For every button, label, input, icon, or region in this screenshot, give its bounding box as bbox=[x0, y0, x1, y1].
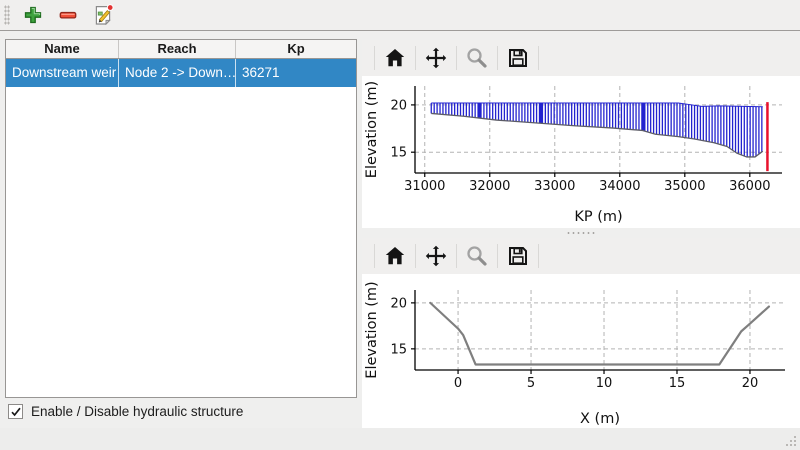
cross-section-chart-toolbar bbox=[362, 238, 800, 274]
svg-text:36000: 36000 bbox=[729, 179, 770, 194]
resize-grip[interactable] bbox=[784, 434, 797, 447]
add-structure-button[interactable] bbox=[18, 2, 48, 28]
table-row-selected[interactable]: Downstream weir Node 2 -> Down… 36271 bbox=[6, 59, 356, 87]
svg-text:35000: 35000 bbox=[664, 179, 705, 194]
home-icon bbox=[385, 49, 405, 67]
splitter-handle[interactable] bbox=[362, 228, 800, 238]
zoom-icon bbox=[467, 48, 487, 68]
save-icon bbox=[509, 49, 527, 67]
chart-svg: 31000 32000 33000 34000 35000 36000 15 20 KP (m)… bbox=[364, 81, 782, 225]
save-icon bbox=[509, 247, 527, 265]
x-axis-label: X (m) bbox=[580, 411, 620, 427]
svg-text:15: 15 bbox=[669, 376, 686, 391]
save-button[interactable] bbox=[502, 241, 534, 271]
edit-structure-button[interactable] bbox=[88, 2, 118, 28]
kp-profile-panel: 31000 32000 33000 34000 35000 36000 15 20 KP (m)… bbox=[362, 40, 800, 228]
tick-labels: 31000 32000 33000 34000 35000 36000 15 20 bbox=[390, 98, 770, 194]
tick-labels: 0 5 10 15 20 15 20 bbox=[390, 296, 758, 391]
zoom-button[interactable] bbox=[461, 241, 493, 271]
svg-text:20: 20 bbox=[742, 376, 759, 391]
cell-name[interactable]: Downstream weir bbox=[6, 59, 119, 87]
pan-button[interactable] bbox=[420, 241, 452, 271]
svg-text:20: 20 bbox=[390, 98, 407, 113]
home-button[interactable] bbox=[379, 43, 411, 73]
splitter-dots-icon bbox=[566, 231, 596, 235]
weir-cross-section bbox=[429, 301, 771, 366]
pan-icon bbox=[425, 245, 447, 267]
enable-structure-checkbox[interactable]: Enable / Disable hydraulic structure bbox=[8, 404, 243, 419]
checkbox-box[interactable] bbox=[8, 404, 23, 419]
toolbar-drag-handle[interactable] bbox=[4, 5, 10, 25]
svg-text:5: 5 bbox=[527, 376, 535, 391]
svg-text:34000: 34000 bbox=[599, 179, 640, 194]
svg-text:20: 20 bbox=[390, 296, 407, 311]
cross-section-chart[interactable]: 0 5 10 15 20 15 20 X (m) Elevation (m) bbox=[362, 274, 800, 430]
svg-text:15: 15 bbox=[390, 342, 407, 357]
svg-text:10: 10 bbox=[596, 376, 613, 391]
chart-svg: 0 5 10 15 20 15 20 X (m) Elevation (m) bbox=[364, 281, 785, 427]
home-button[interactable] bbox=[379, 241, 411, 271]
checkbox-check-icon bbox=[10, 407, 21, 416]
svg-text:0: 0 bbox=[454, 376, 462, 391]
pan-icon bbox=[425, 47, 447, 69]
structures-table: Name Reach Kp Downstream weir Node 2 -> … bbox=[5, 39, 357, 398]
pan-button[interactable] bbox=[420, 43, 452, 73]
status-bar bbox=[0, 428, 800, 450]
svg-text:15: 15 bbox=[390, 146, 407, 161]
svg-text:33000: 33000 bbox=[534, 179, 575, 194]
riverbed-longitudinal-profile bbox=[430, 102, 764, 158]
y-axis-label: Elevation (m) bbox=[364, 281, 380, 378]
cell-kp[interactable]: 36271 bbox=[242, 65, 280, 80]
kp-profile-chart[interactable]: 31000 32000 33000 34000 35000 36000 15 20 KP (m)… bbox=[362, 76, 800, 228]
main-toolbar bbox=[0, 0, 800, 31]
x-axis-label: KP (m) bbox=[574, 209, 622, 225]
y-axis-label: Elevation (m) bbox=[364, 81, 380, 178]
kp-chart-toolbar bbox=[362, 40, 800, 76]
axes-spines bbox=[414, 86, 782, 174]
zoom-button[interactable] bbox=[461, 43, 493, 73]
save-button[interactable] bbox=[502, 43, 534, 73]
zoom-icon bbox=[467, 246, 487, 266]
plus-icon bbox=[24, 6, 42, 24]
checkbox-label: Enable / Disable hydraulic structure bbox=[31, 404, 244, 419]
home-icon bbox=[385, 247, 405, 265]
svg-text:31000: 31000 bbox=[404, 179, 445, 194]
remove-structure-button[interactable] bbox=[53, 2, 83, 28]
column-header-name[interactable]: Name bbox=[6, 40, 119, 58]
gridlines bbox=[415, 290, 785, 370]
cross-section-panel: 0 5 10 15 20 15 20 X (m) Elevation (m) bbox=[362, 238, 800, 430]
svg-text:32000: 32000 bbox=[469, 179, 510, 194]
minus-icon bbox=[59, 11, 77, 19]
table-header: Name Reach Kp bbox=[6, 40, 356, 59]
column-header-kp[interactable]: Kp bbox=[287, 41, 305, 56]
axes-spines bbox=[414, 290, 785, 371]
cell-reach[interactable]: Node 2 -> Down… bbox=[119, 59, 236, 87]
edit-document-icon bbox=[95, 4, 114, 26]
column-header-reach[interactable]: Reach bbox=[119, 40, 236, 58]
